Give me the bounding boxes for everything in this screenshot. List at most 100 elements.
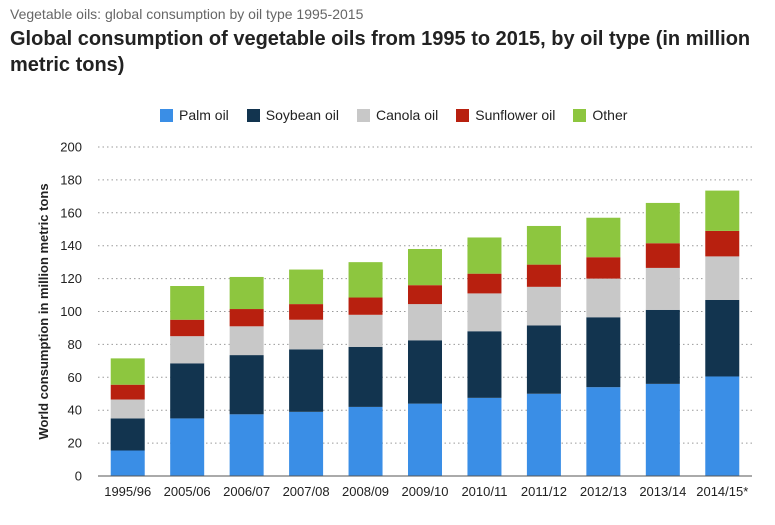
bar-other-2014-15 <box>705 190 740 231</box>
legend-label-palm-oil: Palm oil <box>179 107 229 123</box>
legend-item-palm-oil: Palm oil <box>160 107 229 123</box>
legend-swatch-other <box>573 108 587 122</box>
legend-swatch-palm-oil <box>160 108 173 122</box>
bar-soybean-oil-2014-15 <box>705 299 740 377</box>
bar-sunflower-oil-1995-96 <box>110 384 145 400</box>
bar-soybean-oil-2009-10 <box>408 340 442 404</box>
y-axis-label: World consumption in million metric tons <box>36 183 51 439</box>
gridlines <box>98 146 752 444</box>
x-tick-label-2009-10: 2009/10 <box>402 484 449 499</box>
x-tick-label-2013-14: 2013/14 <box>639 484 686 499</box>
bar-soybean-oil-2011-12 <box>526 325 561 394</box>
y-axis-ticks: 0 20 40 60 80 100 120 140 160 180 200 <box>60 140 82 484</box>
bar-sunflower-oil-2005-06 <box>170 319 205 337</box>
y-tick-label-100: 100 <box>60 304 82 319</box>
bar-canola-oil-2012-13 <box>586 278 621 318</box>
legend-label-sunflower-oil: Sunflower oil <box>475 107 556 123</box>
bar-sunflower-oil-2007-08 <box>289 304 324 320</box>
bar-sunflower-oil-2010-11 <box>467 273 502 294</box>
legend-item-sunflower-oil: Sunflower oil <box>456 107 555 123</box>
bar-sunflower-oil-2006-07 <box>229 309 264 327</box>
bar-other-2008-09 <box>348 262 383 298</box>
bar-sunflower-oil-2011-12 <box>526 264 561 287</box>
bar-other-2012-13 <box>586 217 621 258</box>
bar-palm-oil-2013-14 <box>645 383 680 476</box>
bar-canola-oil-2005-06 <box>170 336 205 364</box>
bar-soybean-oil-2013-14 <box>645 309 680 384</box>
bar-soybean-oil-1995-96 <box>110 418 145 451</box>
bar-soybean-oil-2006-07 <box>229 355 264 415</box>
bar-canola-oil-1995-96 <box>110 399 145 419</box>
bar-palm-oil-2010-11 <box>467 397 502 476</box>
legend-item-soybean-oil: Soybean oil <box>246 107 339 123</box>
x-tick-label-2011-12: 2011/12 <box>521 484 567 499</box>
bar-palm-oil-1995-96 <box>110 450 145 476</box>
bar-other-2010-11 <box>467 237 502 274</box>
bar-canola-oil-2014-15 <box>705 256 740 300</box>
legend: Palm oil Soybean oil Canola oil Sunflowe… <box>160 107 627 123</box>
bar-other-2005-06 <box>170 286 205 320</box>
legend-swatch-sunflower-oil <box>456 108 470 122</box>
bar-palm-oil-2014-15 <box>705 376 740 476</box>
bar-other-1995-96 <box>110 358 145 385</box>
bar-other-2007-08 <box>289 269 324 305</box>
y-tick-label-160: 160 <box>60 205 82 220</box>
y-tick-label-40: 40 <box>68 403 82 418</box>
bar-palm-oil-2006-07 <box>229 414 264 476</box>
y-tick-label-0: 0 <box>75 469 82 484</box>
y-tick-label-140: 140 <box>60 238 82 253</box>
chart-title: Global consumption of vegetable oils fro… <box>10 28 751 76</box>
bar-canola-oil-2006-07 <box>229 326 264 356</box>
bar-palm-oil-2011-12 <box>526 393 561 476</box>
x-tick-label-1995-96: 1995/96 <box>104 484 151 499</box>
y-tick-label-60: 60 <box>68 370 82 385</box>
bar-palm-oil-2007-08 <box>289 411 324 476</box>
bar-sunflower-oil-2013-14 <box>645 243 680 268</box>
legend-label-soybean-oil: Soybean oil <box>265 107 339 123</box>
bar-soybean-oil-2005-06 <box>170 363 205 419</box>
bar-other-2011-12 <box>526 225 561 265</box>
bar-other-2013-14 <box>645 202 680 244</box>
legend-item-other: Other <box>573 107 627 123</box>
y-tick-label-180: 180 <box>60 172 82 187</box>
x-tick-label-2008-09: 2008/09 <box>342 484 389 499</box>
bar-palm-oil-2005-06 <box>170 418 205 476</box>
x-tick-label-2006-07: 2006/07 <box>223 484 270 499</box>
bar-palm-oil-2009-10 <box>408 403 442 476</box>
legend-label-canola-oil: Canola oil <box>375 107 439 123</box>
x-tick-label-2010-11: 2010/11 <box>461 484 507 499</box>
bar-canola-oil-2007-08 <box>289 319 324 350</box>
bar-sunflower-oil-2008-09 <box>348 297 383 315</box>
bar-sunflower-oil-2014-15 <box>705 230 740 257</box>
x-tick-label-2014-15: 2014/15* <box>696 484 748 499</box>
bar-palm-oil-2008-09 <box>348 406 383 476</box>
bars <box>110 190 740 476</box>
y-tick-label-80: 80 <box>68 337 82 352</box>
y-tick-label-120: 120 <box>60 271 82 286</box>
legend-item-canola-oil: Canola oil <box>356 107 439 123</box>
bar-other-2009-10 <box>408 248 442 286</box>
bar-palm-oil-2012-13 <box>586 387 621 476</box>
x-tick-label-2007-08: 2007/08 <box>283 484 330 499</box>
bar-canola-oil-2013-14 <box>645 267 680 310</box>
x-tick-label-2005-06: 2005/06 <box>164 484 211 499</box>
y-tick-label-20: 20 <box>68 436 82 451</box>
bar-canola-oil-2011-12 <box>526 286 561 326</box>
y-tick-label-200: 200 <box>60 140 82 155</box>
bar-canola-oil-2008-09 <box>348 314 383 347</box>
bar-sunflower-oil-2012-13 <box>586 257 621 279</box>
bar-soybean-oil-2010-11 <box>467 331 502 398</box>
legend-label-other: Other <box>592 107 628 123</box>
x-tick-label-2012-13: 2012/13 <box>580 484 627 499</box>
bar-sunflower-oil-2009-10 <box>408 285 442 305</box>
bar-other-2006-07 <box>229 276 264 310</box>
bar-soybean-oil-2008-09 <box>348 346 383 407</box>
bar-soybean-oil-2012-13 <box>586 317 621 388</box>
bar-soybean-oil-2007-08 <box>289 349 324 412</box>
chart-supertitle: Vegetable oils: global consumption by oi… <box>10 6 364 22</box>
x-axis-ticks: 1995/96 2005/06 2006/07 2007/08 2008/09 2009/… <box>104 484 748 499</box>
bar-canola-oil-2009-10 <box>408 304 442 341</box>
legend-swatch-canola-oil <box>356 108 370 122</box>
legend-swatch-soybean-oil <box>246 108 260 122</box>
